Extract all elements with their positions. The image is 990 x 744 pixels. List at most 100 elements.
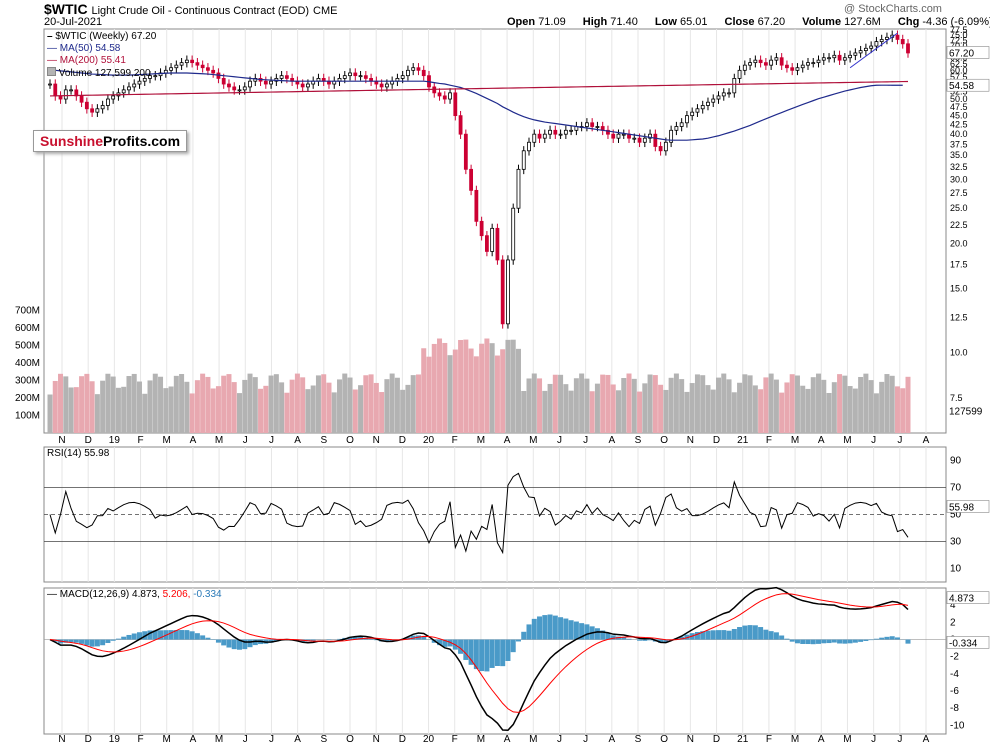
volume-bar [689, 383, 695, 433]
candle-body [806, 62, 810, 66]
volume-bar [726, 379, 732, 433]
volume-bar [873, 393, 879, 433]
signal-line [49, 593, 909, 713]
volume-bar [673, 373, 679, 433]
volume-bar [337, 379, 343, 433]
volume-bar [163, 388, 169, 433]
macd-x-tick-label: A [504, 734, 511, 744]
candle-body [227, 83, 231, 88]
volume-bar [642, 383, 648, 433]
trend-line [849, 32, 898, 69]
macd-histogram-bar [721, 630, 727, 640]
macd-histogram-bar [526, 624, 532, 640]
macd-histogram-bar [737, 627, 743, 640]
volume-bar [100, 380, 106, 433]
candle-body [48, 83, 52, 86]
volume-bar [594, 383, 600, 433]
volume-bar [352, 389, 358, 433]
price-x-tick-label: 19 [109, 435, 121, 446]
macd-histogram-bar [552, 615, 558, 640]
price-tick-label: 15.0 [950, 284, 968, 294]
volume-tick-label: 100M [15, 411, 40, 422]
hist-value-tag: -0.334 [949, 638, 978, 649]
candle-body [358, 75, 363, 78]
price-x-tick-label: S [635, 435, 642, 446]
volume-bar [716, 377, 722, 433]
macd-histogram-bar [200, 635, 206, 640]
volume-bar [831, 382, 837, 433]
candle-body [169, 67, 173, 71]
price-x-tick-label: A [608, 435, 615, 446]
macd-histogram-bar [642, 639, 648, 641]
price-x-tick-label: M [477, 435, 485, 446]
macd-x-tick-label: 19 [109, 734, 121, 744]
candle-body [595, 126, 600, 128]
macd-histogram-bar [473, 639, 479, 670]
candle-body [527, 141, 531, 152]
macd-histogram-bar [700, 631, 706, 640]
candle-body [769, 59, 774, 66]
volume-bar [458, 339, 464, 433]
candle-body [442, 95, 447, 100]
macd-histogram-bar [568, 620, 574, 640]
macd-histogram-bar [884, 636, 890, 640]
macd-x-tick-label: M [477, 734, 485, 744]
rsi-value-tag-bg [946, 500, 990, 513]
price-x-tick-label: F [137, 435, 143, 446]
ma50-line [50, 69, 903, 141]
volume-bar [184, 381, 190, 433]
candle-body [179, 62, 184, 66]
volume-bar [273, 374, 279, 433]
volume-bar [452, 349, 458, 433]
macd-value-tag-bg [946, 591, 990, 604]
candle-body [63, 89, 68, 100]
volume-bar [52, 380, 58, 433]
volume-bar [800, 385, 806, 433]
candle-body [184, 59, 189, 64]
macd-x-tick-label: O [346, 734, 354, 744]
volume-bar [779, 392, 785, 433]
macd-histogram-bar [205, 637, 211, 640]
macd-tick-label: -4 [950, 669, 959, 680]
volume-bar [294, 373, 300, 433]
macd-histogram-bar [784, 638, 790, 640]
price-x-tick-label: N [58, 435, 65, 446]
volume-bar [263, 385, 269, 433]
price-tick-label: 7.5 [950, 393, 963, 403]
volume-bar [805, 388, 811, 433]
candle-body [821, 57, 826, 61]
candle-body [521, 150, 526, 170]
volume-bar [668, 377, 674, 433]
volume-bar [94, 394, 100, 433]
macd-histogram-bar [879, 637, 885, 640]
open-value: 71.09 [538, 16, 566, 28]
candle-body [200, 64, 205, 69]
price-tick-label: 60.0 [950, 65, 968, 75]
price-x-tick-label: A [294, 435, 301, 446]
price-tick-label: 70.0 [950, 41, 968, 51]
macd-histogram-bar [368, 638, 374, 640]
macd-histogram-bar [563, 618, 569, 640]
macd-x-tick-label: M [529, 734, 537, 744]
macd-histogram-bar [63, 639, 69, 643]
symbol: $WTIC [44, 1, 88, 17]
price-x-tick-label: M [529, 435, 537, 446]
volume-bar [110, 376, 116, 433]
macd-histogram-bar [647, 639, 653, 641]
price-x-tick-label: D [85, 435, 92, 446]
candle-body [69, 89, 73, 92]
macd-histogram-bar [594, 628, 600, 640]
macd-x-tick-label: J [583, 734, 588, 744]
macd-line [49, 586, 909, 731]
candle-body [490, 227, 495, 252]
candle-body [590, 122, 595, 127]
volume-bar [279, 382, 285, 433]
volume-bar [663, 389, 669, 433]
candle-body [384, 83, 389, 88]
volume-bar [884, 374, 890, 433]
macd-x-tick-label: J [269, 734, 274, 744]
macd-histogram-bar [136, 632, 142, 640]
symbol-title: $WTIC Light Crude Oil - Continuous Contr… [44, 1, 337, 17]
macd-histogram-bar [710, 630, 716, 640]
volume-bar [115, 387, 121, 433]
